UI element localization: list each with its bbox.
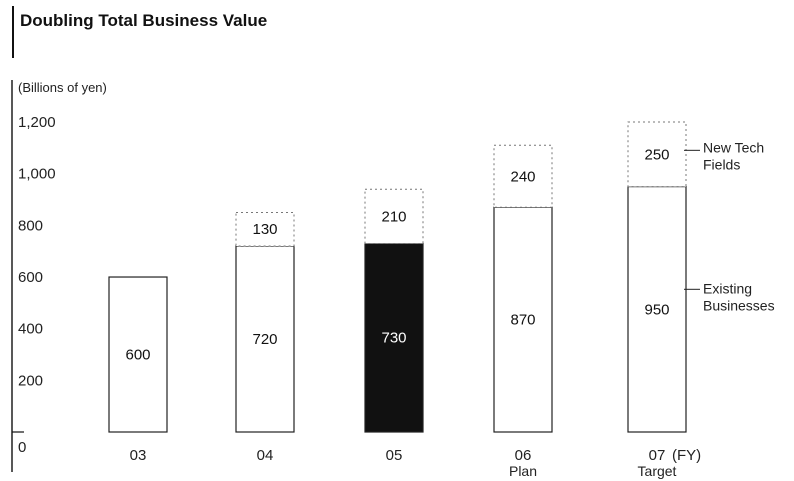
data-label-existing: 600 [125,347,150,364]
annotation-existing-line1: Existing [703,280,752,296]
bar-existing-businesses [627,186,687,433]
data-label-new-tech: 250 [644,146,669,163]
data-label-existing: 720 [252,331,277,348]
y-tick-label: 1,200 [18,114,56,131]
data-label-existing: 950 [644,301,669,318]
x-tick-label: 05 [386,447,403,464]
x-tick-label: 03 [130,447,147,464]
y-tick-label: 600 [18,269,43,286]
data-label-existing: 870 [510,312,535,329]
chart-title: Doubling Total Business Value [20,11,268,30]
bar-new-tech-fields [493,144,553,208]
x-tick-sublabel: Plan [509,463,537,479]
x-tick-label: 07 [649,447,666,464]
title-rule [12,6,14,58]
bar-new-tech-fields [364,188,424,244]
annotation-existing-line2: Businesses [703,297,775,313]
x-unit-label: (FY) [672,447,701,464]
y-tick-label: 0 [18,439,26,456]
annotation-new-tech-line2: Fields [703,156,740,172]
annotation-new-tech-line1: New Tech [703,139,764,155]
y-tick-label: 400 [18,321,43,338]
data-label-new-tech: 210 [381,208,406,225]
bar-existing-businesses [108,276,168,433]
y-tick-label: 800 [18,217,43,234]
y-unit-label: (Billions of yen) [18,80,107,95]
bar-existing-businesses [235,245,295,433]
bar-new-tech-fields [627,121,687,188]
bar-new-tech-fields [235,211,295,247]
y-tick-label: 1,000 [18,166,56,183]
y-tick-label: 200 [18,372,43,389]
data-label-new-tech: 240 [510,168,535,185]
data-label-new-tech: 130 [252,221,277,238]
x-tick-label: 06 [515,447,532,464]
bar-existing-businesses [493,206,553,433]
data-label-existing: 730 [381,330,406,347]
x-tick-label: 04 [257,447,274,464]
x-tick-sublabel: Target [638,463,677,479]
